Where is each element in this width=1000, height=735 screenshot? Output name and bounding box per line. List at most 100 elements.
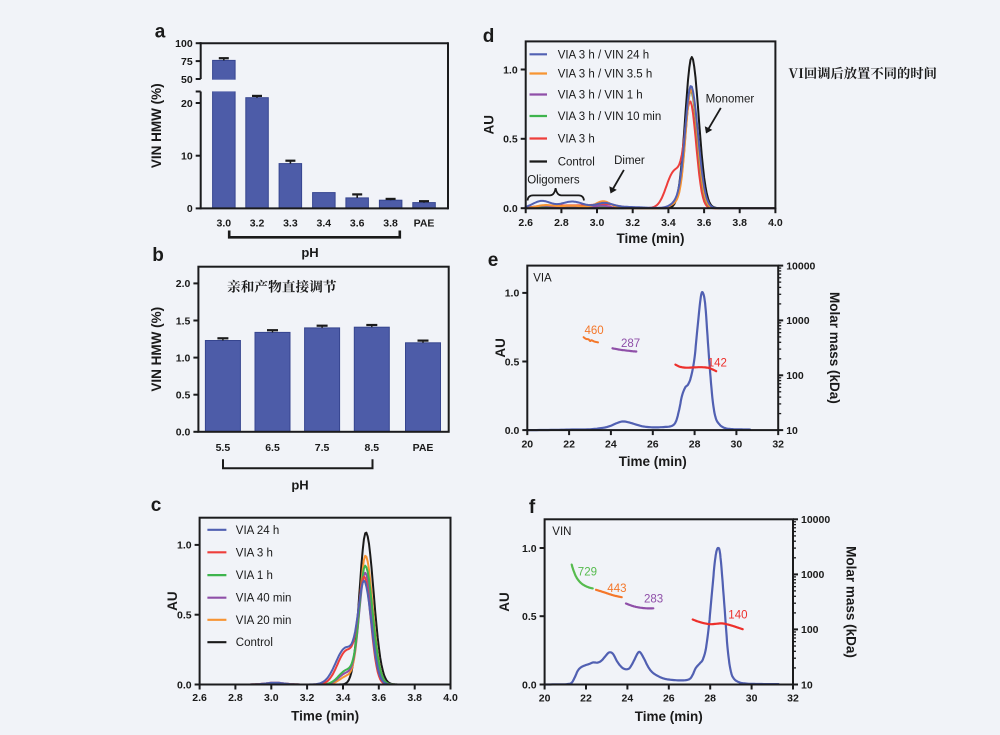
- svg-text:8.5: 8.5: [364, 442, 379, 454]
- svg-text:VIN HMW (%): VIN HMW (%): [149, 83, 164, 168]
- svg-text:VIA 40 min: VIA 40 min: [236, 593, 292, 605]
- svg-text:0.0: 0.0: [176, 427, 191, 439]
- svg-text:1.5: 1.5: [176, 315, 191, 327]
- svg-text:100: 100: [175, 38, 193, 50]
- svg-text:f: f: [529, 497, 536, 518]
- svg-text:1.0: 1.0: [505, 288, 520, 300]
- svg-text:2.6: 2.6: [192, 692, 207, 704]
- svg-text:0.5: 0.5: [505, 356, 520, 368]
- svg-text:32: 32: [787, 692, 799, 704]
- svg-text:VIA 3 h / VIN 24 h: VIA 3 h / VIN 24 h: [558, 49, 649, 61]
- svg-text:3.2: 3.2: [250, 218, 265, 230]
- svg-text:0.5: 0.5: [522, 611, 537, 623]
- svg-text:460: 460: [585, 325, 604, 337]
- svg-text:VIA 1 h: VIA 1 h: [236, 570, 273, 582]
- svg-text:2.0: 2.0: [176, 278, 191, 290]
- svg-text:7.5: 7.5: [315, 442, 330, 454]
- svg-text:a: a: [155, 22, 166, 43]
- svg-text:2.6: 2.6: [518, 217, 533, 229]
- svg-text:24: 24: [622, 692, 634, 704]
- svg-text:AU: AU: [482, 115, 497, 135]
- svg-text:142: 142: [708, 358, 727, 370]
- svg-text:3.8: 3.8: [732, 217, 747, 229]
- svg-text:AU: AU: [493, 338, 508, 358]
- svg-text:10: 10: [801, 679, 813, 691]
- svg-text:d: d: [483, 26, 495, 47]
- svg-text:PAE: PAE: [414, 218, 435, 230]
- svg-text:Time (min): Time (min): [291, 709, 359, 724]
- svg-text:VIA: VIA: [533, 273, 552, 285]
- svg-text:3.4: 3.4: [316, 218, 331, 230]
- svg-text:28: 28: [704, 692, 716, 704]
- svg-text:Time (min): Time (min): [619, 454, 687, 469]
- svg-text:3.6: 3.6: [697, 217, 712, 229]
- svg-text:100: 100: [801, 624, 819, 636]
- svg-text:Molar mass (kDa): Molar mass (kDa): [827, 292, 842, 404]
- svg-text:VIA 20 min: VIA 20 min: [236, 615, 292, 627]
- svg-text:c: c: [151, 495, 162, 516]
- svg-text:3.0: 3.0: [264, 692, 279, 704]
- svg-text:1.0: 1.0: [503, 64, 518, 76]
- svg-text:pH: pH: [291, 477, 308, 492]
- svg-text:10: 10: [786, 425, 798, 437]
- svg-text:3.0: 3.0: [590, 217, 605, 229]
- svg-text:VIA 3 h / VIN 3.5 h: VIA 3 h / VIN 3.5 h: [558, 69, 653, 81]
- svg-text:0.0: 0.0: [503, 203, 518, 215]
- svg-text:Oligomers: Oligomers: [527, 174, 580, 186]
- svg-text:1.0: 1.0: [522, 543, 537, 555]
- svg-text:2.8: 2.8: [228, 692, 243, 704]
- svg-text:443: 443: [607, 583, 626, 595]
- svg-text:3.3: 3.3: [283, 218, 298, 230]
- svg-text:VIA 3 h: VIA 3 h: [558, 134, 595, 146]
- svg-text:VIA 3 h: VIA 3 h: [236, 547, 273, 559]
- svg-text:PAE: PAE: [413, 442, 434, 454]
- svg-text:100: 100: [786, 370, 804, 382]
- svg-text:30: 30: [746, 692, 758, 704]
- svg-text:22: 22: [563, 438, 575, 450]
- svg-text:Time (min): Time (min): [616, 231, 684, 246]
- svg-text:32: 32: [772, 438, 784, 450]
- svg-text:0.5: 0.5: [503, 134, 518, 146]
- svg-text:e: e: [488, 250, 499, 271]
- svg-text:AU: AU: [165, 591, 180, 611]
- svg-text:3.0: 3.0: [216, 218, 231, 230]
- svg-text:4.0: 4.0: [443, 692, 458, 704]
- svg-text:20: 20: [539, 692, 551, 704]
- svg-text:Molar mass (kDa): Molar mass (kDa): [844, 546, 859, 658]
- svg-text:0.5: 0.5: [176, 390, 191, 402]
- svg-text:26: 26: [663, 692, 675, 704]
- svg-text:0.0: 0.0: [177, 679, 192, 691]
- svg-text:10000: 10000: [786, 260, 815, 272]
- svg-text:Dimer: Dimer: [614, 155, 645, 167]
- svg-text:30: 30: [731, 438, 743, 450]
- svg-text:4.0: 4.0: [768, 217, 783, 229]
- svg-text:22: 22: [580, 692, 592, 704]
- svg-text:140: 140: [728, 610, 747, 622]
- svg-text:6.5: 6.5: [265, 442, 280, 454]
- svg-text:20: 20: [181, 98, 193, 110]
- svg-text:50: 50: [181, 74, 193, 86]
- svg-text:3.6: 3.6: [350, 218, 365, 230]
- svg-text:1.0: 1.0: [177, 540, 192, 552]
- svg-text:Time (min): Time (min): [635, 709, 703, 724]
- svg-text:Monomer: Monomer: [706, 94, 755, 106]
- svg-text:0.5: 0.5: [177, 610, 192, 622]
- svg-text:2.8: 2.8: [554, 217, 569, 229]
- svg-text:1.0: 1.0: [176, 352, 191, 364]
- svg-text:3.4: 3.4: [661, 217, 676, 229]
- svg-text:VIA 3 h / VIN 10 min: VIA 3 h / VIN 10 min: [558, 111, 662, 123]
- svg-text:3.6: 3.6: [371, 692, 386, 704]
- svg-text:24: 24: [605, 438, 617, 450]
- svg-text:b: b: [152, 245, 164, 266]
- svg-text:28: 28: [689, 438, 701, 450]
- svg-text:3.2: 3.2: [625, 217, 640, 229]
- svg-text:26: 26: [647, 438, 659, 450]
- svg-text:729: 729: [578, 567, 597, 579]
- svg-text:3.8: 3.8: [407, 692, 422, 704]
- svg-text:10000: 10000: [801, 514, 830, 526]
- svg-text:283: 283: [644, 593, 663, 605]
- svg-text:0.0: 0.0: [505, 425, 520, 437]
- svg-text:3.8: 3.8: [383, 218, 398, 230]
- svg-text:Control: Control: [236, 637, 273, 649]
- svg-text:3.2: 3.2: [300, 692, 315, 704]
